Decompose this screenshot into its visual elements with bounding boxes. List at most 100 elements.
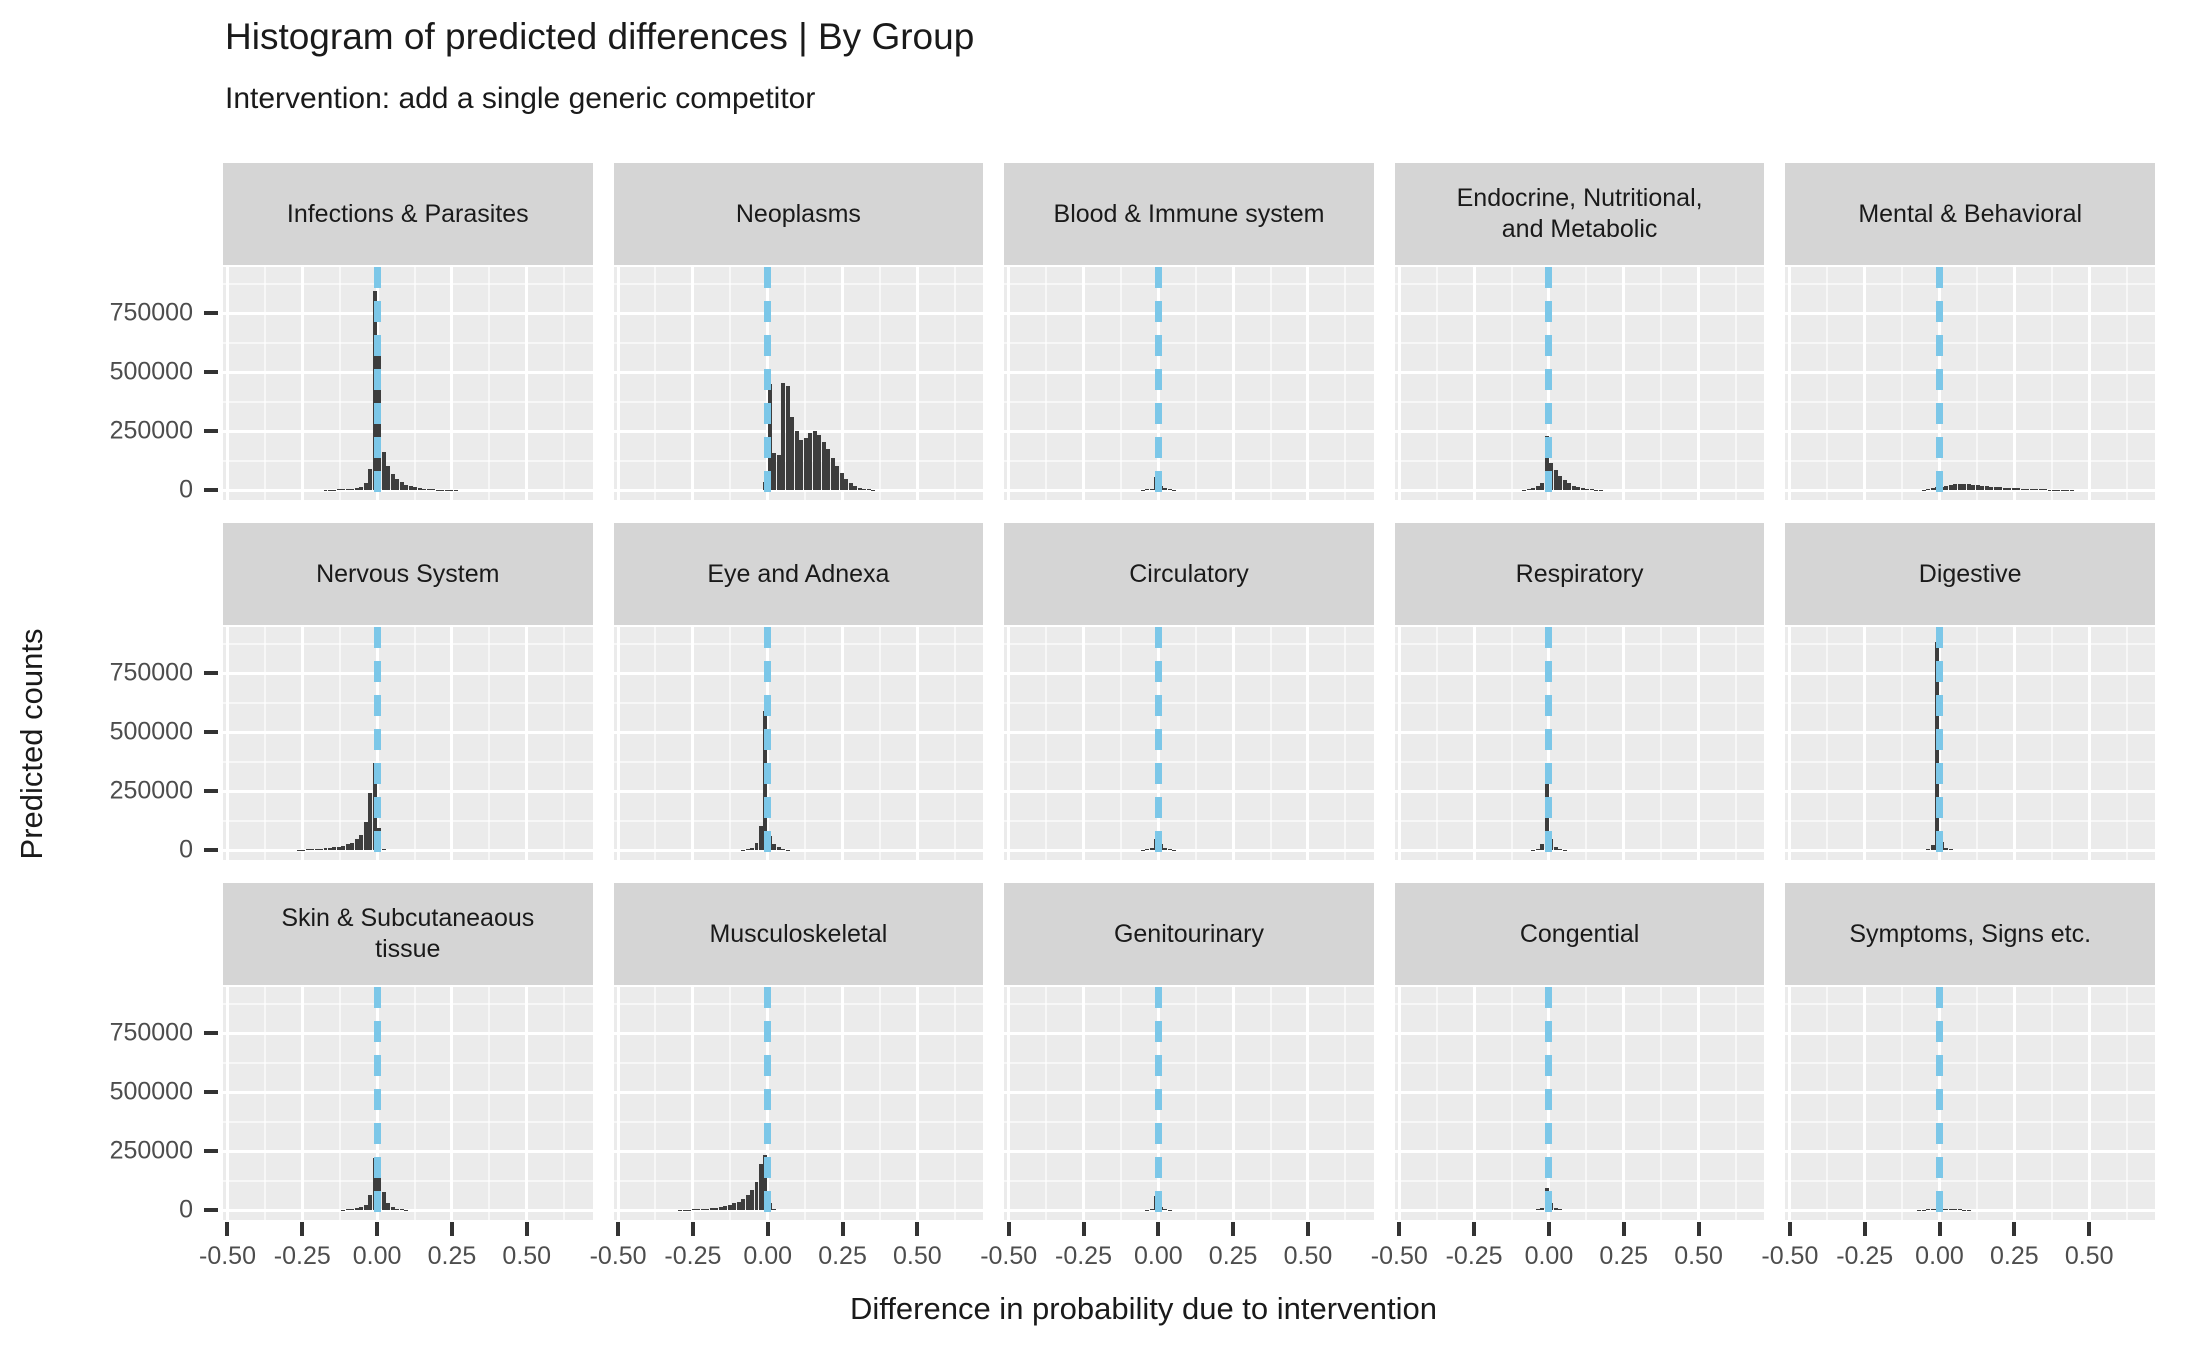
- gridline-y-major: [1785, 730, 2155, 734]
- gridline-y-minor: [1004, 701, 1374, 704]
- histogram-bar: [1585, 488, 1590, 491]
- x-tick-mark: [690, 1222, 695, 1236]
- gridline-x-minor: [413, 627, 416, 860]
- gridline-y-major: [1004, 311, 1374, 315]
- y-tick-mark: [204, 488, 218, 493]
- histogram-bar: [812, 431, 817, 491]
- histogram-bar: [1953, 484, 1958, 491]
- facet-strip-label: Neoplasms: [735, 199, 861, 228]
- gridline-x-minor: [1344, 627, 1347, 860]
- gridline-y-minor: [1394, 701, 1765, 704]
- histogram-bar: [758, 1164, 763, 1211]
- gridline-y-minor: [1004, 400, 1374, 403]
- gridline-x-minor: [878, 987, 881, 1220]
- x-tick-mark: [915, 1222, 920, 1236]
- histogram-bar: [1944, 847, 1949, 851]
- gridline-x-major: [1306, 267, 1310, 500]
- gridline-x-minor: [263, 267, 266, 500]
- facet-strip: Skin & Subcutaneaous tissue: [223, 883, 593, 985]
- facet-panel: [1004, 987, 1374, 1220]
- facet-strip-label: Respiratory: [1515, 559, 1644, 588]
- gridline-x-major: [1081, 267, 1085, 500]
- gridline-y-minor: [1785, 282, 2155, 285]
- histogram-bar: [790, 416, 795, 491]
- gridline-x-major: [450, 627, 454, 860]
- histogram-bar: [2011, 488, 2016, 491]
- histogram-bar: [1962, 484, 1967, 491]
- histogram-bar: [785, 386, 790, 491]
- facet-panel: [613, 987, 984, 1220]
- histogram-bar: [2025, 488, 2030, 491]
- gridline-y-major: [613, 730, 984, 734]
- histogram-bar: [1167, 849, 1172, 851]
- gridline-x-major: [1007, 267, 1011, 500]
- x-tick-label: 0.50: [2064, 1242, 2114, 1270]
- histogram-bar: [1971, 484, 1976, 491]
- gridline-x-major: [1007, 627, 1011, 860]
- gridline-x-major: [300, 987, 304, 1220]
- histogram-bar: [1957, 484, 1962, 491]
- gridline-y-major: [223, 370, 593, 374]
- gridline-x-major: [450, 987, 454, 1220]
- gridline-y-major: [223, 730, 593, 734]
- facet-strip: Neoplasms: [613, 163, 984, 265]
- gridline-y-minor: [1785, 701, 2155, 704]
- gridline-x-minor: [1901, 267, 1904, 500]
- gridline-y-major: [223, 1149, 593, 1153]
- gridline-y-major: [1004, 789, 1374, 793]
- gridline-x-minor: [2050, 267, 2053, 500]
- histogram-bar: [399, 482, 404, 491]
- histogram-bar: [1540, 844, 1545, 851]
- gridline-y-minor: [223, 341, 593, 344]
- gridline-y-minor: [223, 760, 593, 763]
- facet-panel: [223, 987, 593, 1220]
- histogram-bar: [399, 1209, 404, 1211]
- gridline-x-minor: [654, 267, 657, 500]
- facet-strip-label: Genitourinary: [1113, 919, 1265, 948]
- histogram-bar: [1944, 1209, 1949, 1211]
- facet-strip-label: Infections & Parasites: [286, 199, 529, 228]
- gridline-y-major: [613, 370, 984, 374]
- gridline-x-minor: [2050, 627, 2053, 860]
- x-axis-title: Difference in probability due to interve…: [849, 1291, 1438, 1326]
- x-tick-mark: [2012, 1222, 2017, 1236]
- gridline-y-minor: [1004, 642, 1374, 645]
- histogram-bar: [417, 488, 422, 491]
- gridline-y-minor: [1394, 1061, 1765, 1064]
- y-tick-mark: [204, 1149, 218, 1154]
- gridline-x-minor: [1734, 987, 1737, 1220]
- gridline-y-major: [1004, 1208, 1374, 1212]
- facet-strip: Musculoskeletal: [613, 883, 984, 985]
- histogram-bar: [2020, 488, 2025, 491]
- gridline-y-minor: [1785, 760, 2155, 763]
- facet-panel: [613, 267, 984, 500]
- gridline-x-major: [1863, 627, 1867, 860]
- y-tick-label: 250000: [109, 776, 193, 805]
- gridline-x-major: [2012, 627, 2016, 860]
- gridline-y-major: [1394, 671, 1765, 675]
- zero-reference-line: [1154, 627, 1162, 860]
- histogram-bar: [359, 1207, 364, 1211]
- x-tick-mark: [225, 1222, 230, 1236]
- gridline-x-minor: [1660, 987, 1663, 1220]
- histogram-bar: [1580, 488, 1585, 491]
- gridline-x-minor: [729, 267, 732, 500]
- x-tick-mark: [1081, 1222, 1086, 1236]
- gridline-x-major: [1231, 627, 1235, 860]
- histogram-bar: [1535, 1209, 1540, 1211]
- histogram-bar: [2016, 488, 2021, 491]
- gridline-y-minor: [1004, 1179, 1374, 1182]
- gridline-y-minor: [1004, 1061, 1374, 1064]
- gridline-y-minor: [1394, 400, 1765, 403]
- facet-strip-label: Eye and Adnexa: [707, 559, 890, 588]
- gridline-x-minor: [878, 627, 881, 860]
- gridline-x-minor: [1269, 987, 1272, 1220]
- zero-reference-line: [764, 627, 772, 860]
- gridline-x-major: [525, 267, 529, 500]
- y-tick-label: 500000: [109, 1077, 193, 1106]
- histogram-bar: [776, 847, 781, 851]
- zero-reference-line: [1545, 267, 1553, 500]
- histogram-bar: [363, 821, 368, 851]
- histogram-bar: [1540, 482, 1545, 491]
